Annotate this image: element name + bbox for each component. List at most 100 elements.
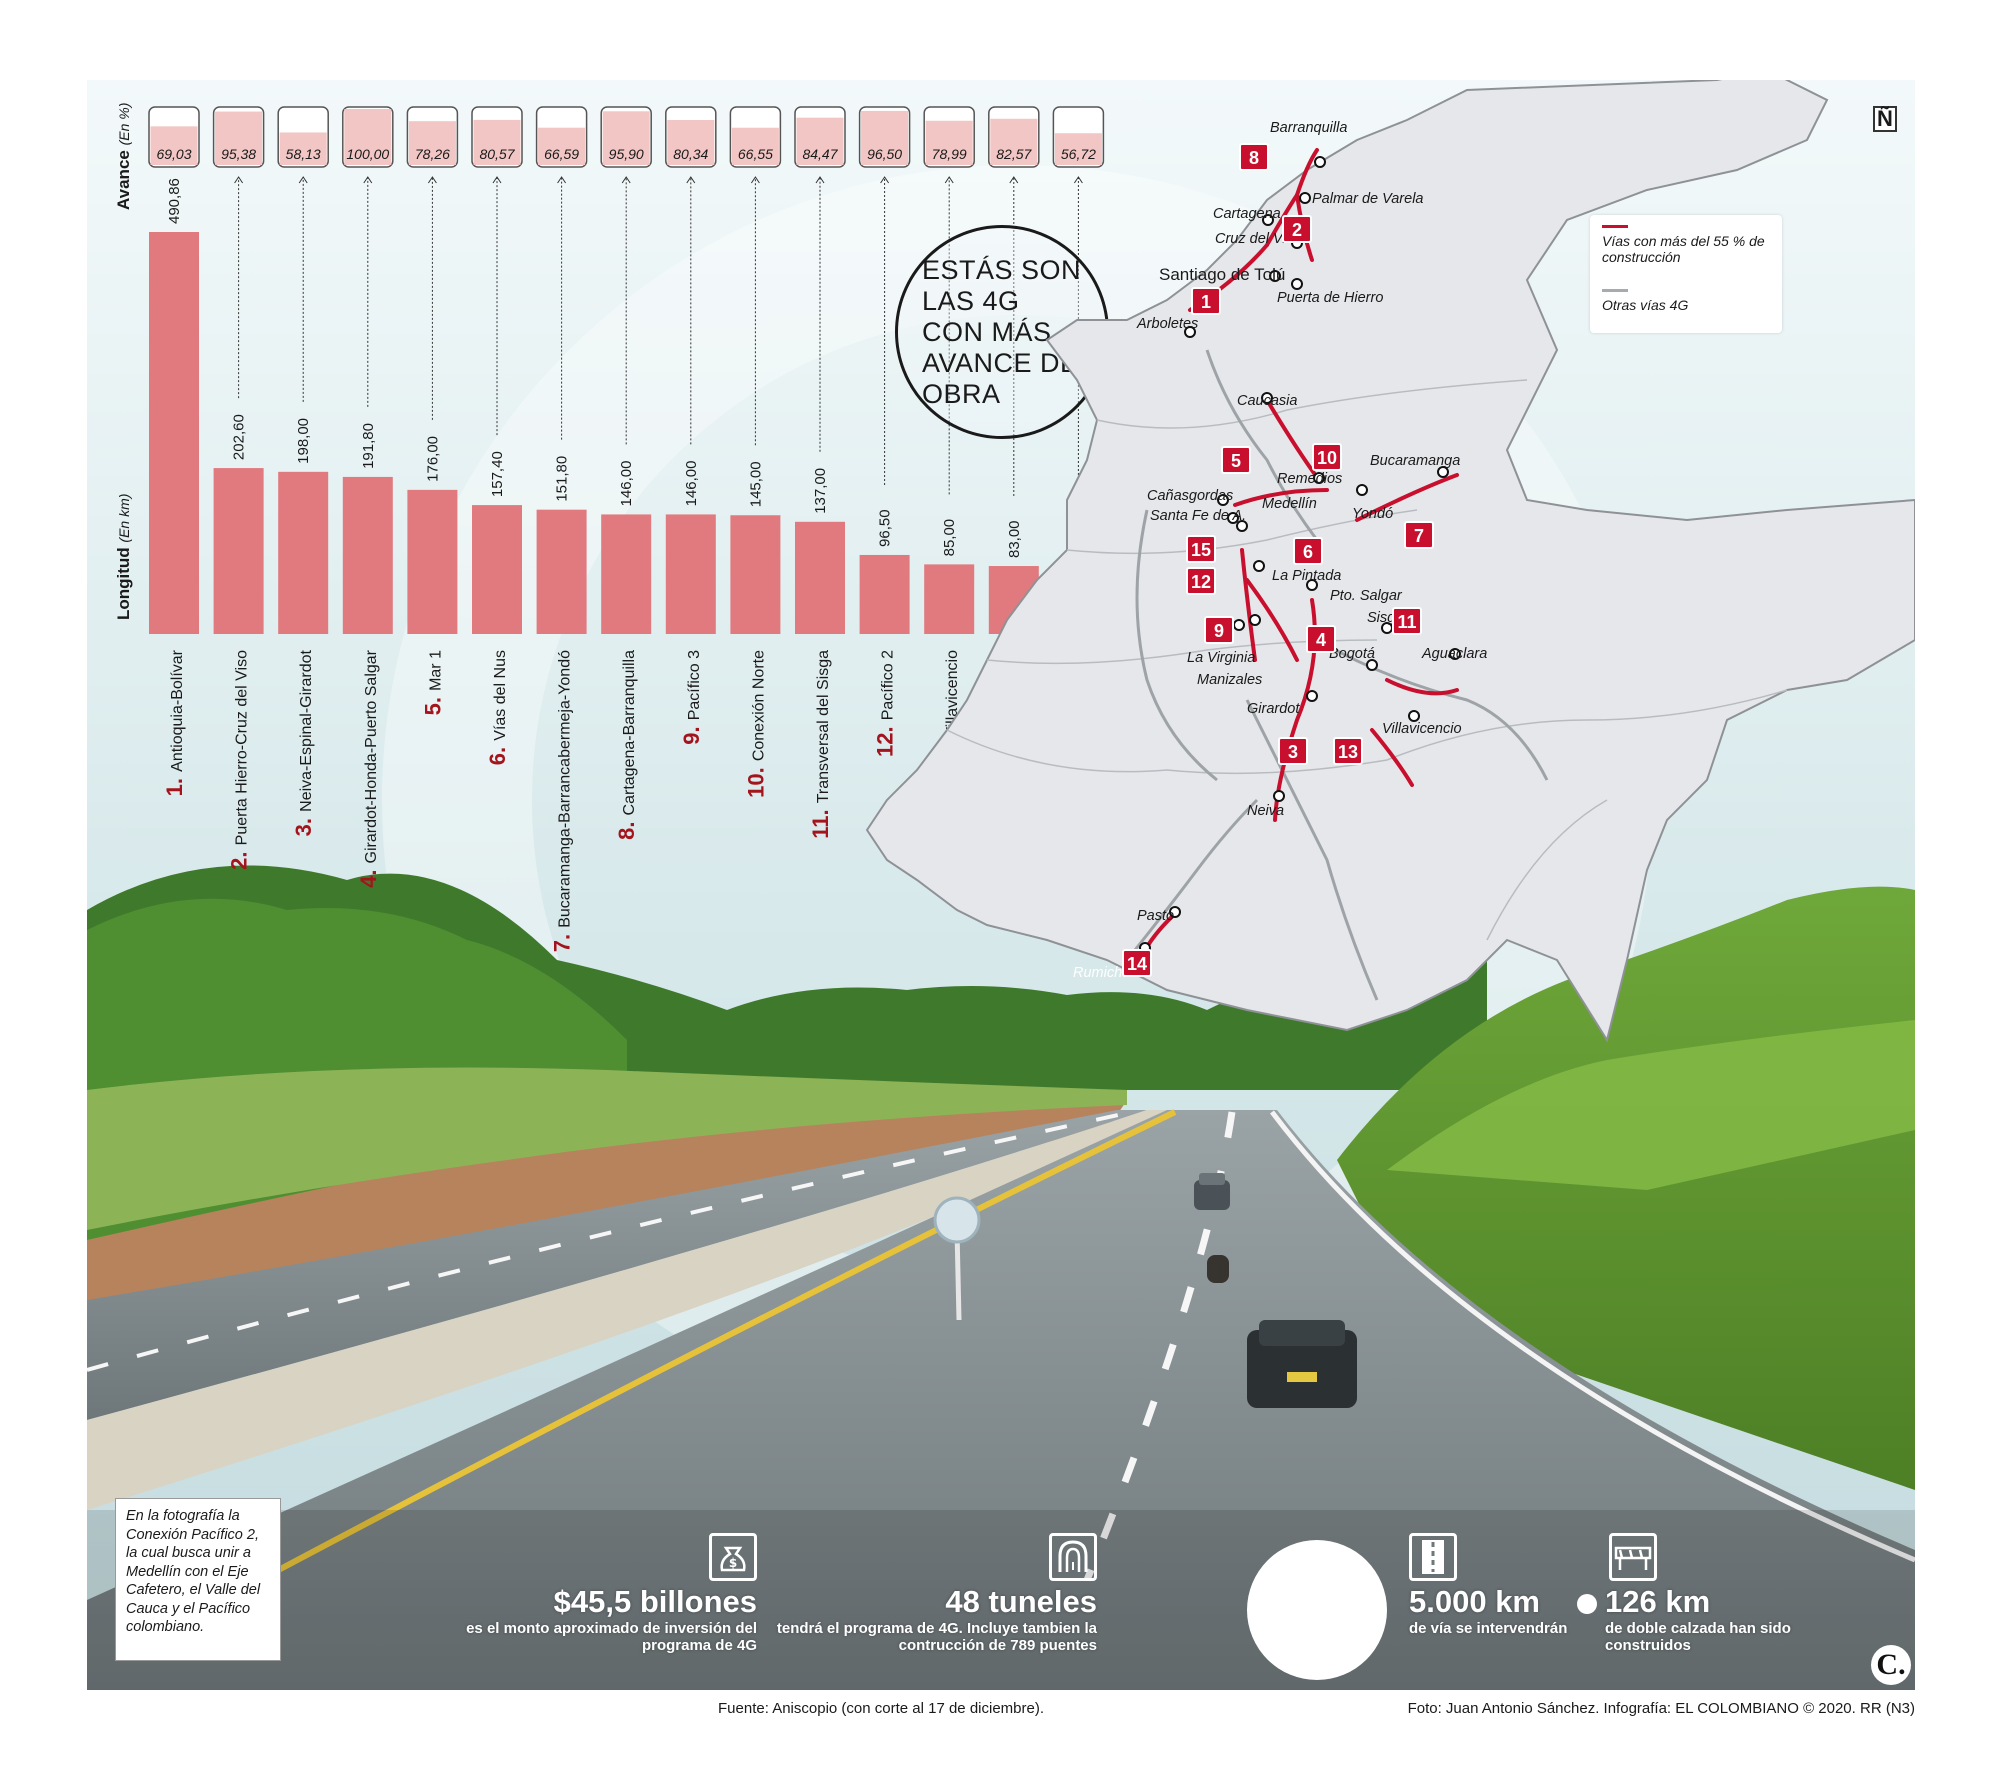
city-dot-15 [1253,560,1265,572]
route-badge-15: 15 [1186,535,1216,563]
length-label-8: 146,00 [618,461,635,507]
category-number-6: 6. [485,741,510,765]
city-label-14: Medellín [1262,496,1317,512]
length-label-10: 145,00 [747,461,764,507]
category-name-11: Transversal del Sisga [815,650,832,803]
route-badge-1: 1 [1191,287,1221,315]
city-dot-25 [1169,906,1181,918]
city-label-25: Pasto [1137,908,1174,924]
category-number-3: 3. [291,812,316,836]
svg-text:$: $ [729,1556,737,1570]
svg-text:8: 8 [1249,148,1259,168]
city-dot-12 [1217,494,1229,506]
city-label-16: Pto. Salgar [1330,588,1403,604]
progress-fill-10 [731,127,779,165]
category-number-1: 1. [162,772,187,796]
city-label-2: Palmar de Varela [1312,191,1424,207]
city-label-22: Girardot [1247,701,1300,717]
legend-red: Vías con más del 55 % de construcción [1602,225,1774,265]
bar-4 [342,476,393,634]
city-label-20: Manizales [1197,672,1262,688]
barrier-icon [1609,1533,1657,1581]
bar-8 [601,514,652,634]
city-dot-21 [1366,659,1378,671]
connector-arrow-13 [944,176,954,184]
city-dot-8 [1261,392,1273,404]
progress-fill-5 [408,121,456,165]
connector-arrow-3 [298,176,308,184]
stat-tunnels: 48 tuneles tendrá el programa de 4G. Inc… [727,1584,1097,1654]
route-badge-9: 9 [1204,616,1234,644]
category-name-5: Mar 1 [427,650,444,691]
progress-label-2: 95,38 [221,146,256,162]
credit-note: Foto: Juan Antonio Sánchez. Infografía: … [1407,1700,1915,1717]
connector-arrow-4 [363,176,373,184]
city-label-10: Bucaramanga [1370,453,1460,469]
route-badge-4: 4 [1306,625,1336,653]
progress-label-14: 82,57 [996,146,1032,162]
stat-investment: $45,5 billones es el monto aproximado de… [417,1584,757,1654]
colombia-map: Barranquilla Palmar de Varela Cartagena Cru… [865,80,1915,1043]
svg-text:7: 7 [1414,526,1424,546]
connector-arrow-8 [621,176,631,184]
category-name-10: Conexión Norte [750,650,767,761]
route-badge-13: 13 [1333,737,1363,765]
category-name-6: Vías del Nus [492,650,509,741]
stat-km-desc: de vía se intervendrán [1409,1620,1568,1637]
bar-3 [278,471,329,634]
city-dot-13 [1227,512,1239,524]
category-number-9: 9. [679,720,704,744]
chart-title: ESTÁS SON LAS 4G CON MÁS AVANCE DE OBRA [922,254,1082,409]
city-label-6: Puerta de Hierro [1277,290,1383,306]
stat-double-road-desc: de doble calzada han sido construidos [1605,1620,1791,1654]
stat-double-road: 126 km de doble calzada han sido constru… [1605,1584,1845,1654]
svg-text:14: 14 [1127,954,1147,974]
progress-label-9: 80,34 [673,146,708,162]
city-label-12: Cañasgordas [1147,488,1233,504]
north-indicator: Ñ [1873,106,1897,132]
category-label-2: 2. Puerta Hierro-Cruz del Viso [227,650,252,870]
svg-text:10: 10 [1317,448,1337,468]
bar-5 [407,489,458,634]
photo-caption: En la fotografía la Conexión Pacífico 2,… [115,1498,281,1661]
connector-arrow-9 [686,176,696,184]
category-number-10: 10. [743,761,768,798]
category-number-4: 4. [356,863,381,887]
category-label-9: 9. Pacífico 3 [679,650,704,745]
city-label-4: Cruz del Viso [1215,231,1301,247]
progress-fill-8 [602,111,650,165]
map-legend: Vías con más del 55 % de construcción Ot… [1590,215,1782,333]
progress-fill-13 [925,120,973,165]
progress-fill-6 [473,119,521,165]
city-dot-2 [1299,192,1311,204]
route-badge-2: 2 [1282,215,1312,243]
city-dot-11 [1356,484,1368,496]
infographic-frame: Avance (En %) Longitud (En km) 490,86 69,… [87,80,1915,1690]
city-label-8: Caucasia [1237,393,1297,409]
svg-text:5: 5 [1231,451,1241,471]
city-dot-24 [1273,790,1285,802]
city-dot-7 [1184,326,1196,338]
category-label-5: 5. Mar 1 [420,650,445,715]
route-badge-10: 10 [1312,443,1342,471]
bullet-dot [1577,1594,1597,1614]
legend-gray-swatch [1602,289,1628,292]
city-label-23: Villavicencio [1382,721,1462,737]
legend-gray-label: Otras vías 4G [1602,297,1689,313]
city-label-11: Yondó [1352,506,1393,522]
route-badge-8: 8 [1239,143,1269,171]
svg-text:11: 11 [1397,612,1416,632]
city-label-18: Aguaclara [1421,646,1487,662]
bar-11 [795,521,845,634]
category-number-11: 11. [808,803,833,838]
category-label-4: 4. Girardot-Honda-Puerto Salgar [356,649,381,888]
city-dot-23 [1408,710,1420,722]
svg-text:4: 4 [1316,630,1326,650]
category-number-8: 8. [614,815,639,839]
progress-fill-2 [215,111,263,165]
progress-label-8: 95,90 [609,146,644,162]
length-label-1: 490,86 [166,178,183,224]
stat-double-road-value: 126 km [1605,1584,1711,1619]
city-dot-3 [1262,214,1274,226]
bar-chart: 490,86 69,03 1. Antioquia-Bolívar 202,60 95,… [148,106,1105,952]
